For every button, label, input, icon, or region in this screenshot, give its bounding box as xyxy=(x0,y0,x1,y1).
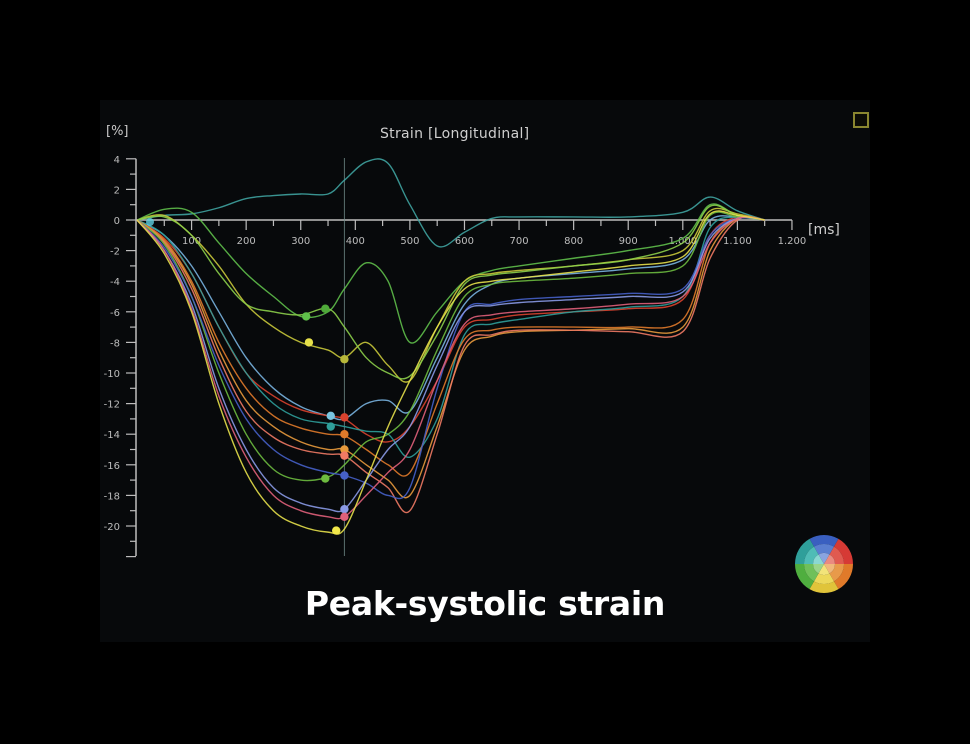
y-tick-label: -12 xyxy=(104,400,120,411)
strain-curve-seg-teal-2 xyxy=(136,215,765,458)
peak-marker xyxy=(326,411,335,421)
x-tick-label: 300 xyxy=(291,236,310,247)
strain-curve-seg-yellow-2 xyxy=(136,210,765,535)
y-tick-label: 4 xyxy=(114,155,120,166)
strain-curve-seg-green-1 xyxy=(136,203,765,344)
maximize-icon[interactable] xyxy=(853,112,869,128)
x-tick-label: 1.000 xyxy=(668,236,697,247)
x-tick-label: 200 xyxy=(237,236,256,247)
x-tick-label: 1.100 xyxy=(723,236,752,247)
strain-curve-seg-orange xyxy=(136,216,765,477)
strain-curve-seg-green-3 xyxy=(136,211,765,482)
x-tick-label: 400 xyxy=(346,236,365,247)
y-tick-label: -18 xyxy=(104,491,120,502)
strain-curve-seg-pink xyxy=(136,216,765,520)
strain-curve-seg-lightblue xyxy=(136,215,765,421)
y-tick-label: -14 xyxy=(104,430,120,441)
strain-curve-seg-salmon xyxy=(136,216,765,514)
peak-marker xyxy=(326,422,335,431)
x-tick-label: 600 xyxy=(455,236,474,247)
y-tick-label: -10 xyxy=(104,369,120,380)
strain-curve-seg-periwinkle xyxy=(136,216,765,513)
y-tick-label: -4 xyxy=(110,277,120,288)
y-tick-label: -8 xyxy=(110,338,120,349)
peak-marker xyxy=(340,413,349,422)
peak-marker xyxy=(340,430,349,439)
caption-peak-systolic-strain: Peak-systolic strain xyxy=(304,584,666,623)
strain-curve-seg-teal-positive xyxy=(136,158,765,248)
x-tick-label: 1.200 xyxy=(778,236,807,247)
peak-marker xyxy=(340,445,349,454)
y-tick-label: 2 xyxy=(114,185,120,196)
x-tick-label: 700 xyxy=(510,236,529,247)
peak-marker xyxy=(301,312,311,321)
strain-curve-seg-orange-2 xyxy=(136,215,765,499)
peak-marker xyxy=(340,512,349,522)
x-tick-label: 900 xyxy=(619,236,638,247)
segment-color-wheel-icon xyxy=(795,535,853,593)
origin-marker xyxy=(146,218,154,226)
y-axis-unit-label: [%] xyxy=(106,124,129,139)
peak-marker xyxy=(340,471,349,480)
y-tick-label: -16 xyxy=(104,461,120,472)
peak-marker xyxy=(340,504,349,514)
peak-marker xyxy=(340,355,349,364)
chart-title: Strain [Longitudinal] xyxy=(380,126,530,142)
y-tick-label: 0 xyxy=(114,216,120,227)
peak-marker xyxy=(304,338,314,347)
strain-curve-seg-blue xyxy=(136,216,765,500)
y-tick-label: -20 xyxy=(104,522,120,533)
x-tick-label: 100 xyxy=(182,236,201,247)
peak-marker xyxy=(321,304,330,313)
peak-marker xyxy=(321,474,330,483)
y-tick-label: -6 xyxy=(110,308,120,319)
y-tick-label: -2 xyxy=(110,247,120,258)
peak-marker xyxy=(340,451,349,460)
x-tick-label: 500 xyxy=(400,236,419,247)
x-axis-unit-label: [ms] xyxy=(808,222,840,238)
x-tick-label: 800 xyxy=(564,236,583,247)
strain-curve-seg-green-2 xyxy=(136,204,765,380)
peak-marker xyxy=(332,526,341,535)
